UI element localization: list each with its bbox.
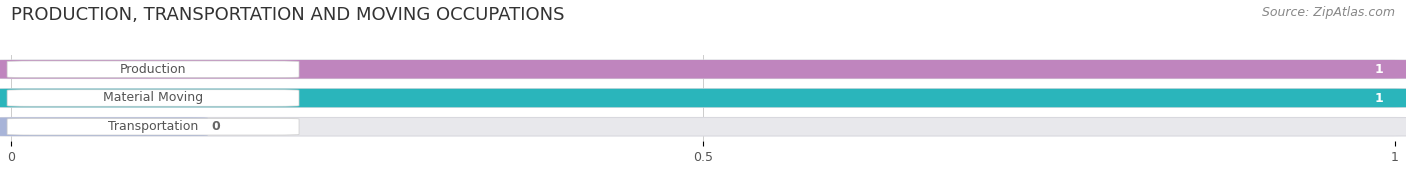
Text: 1: 1 [1375,92,1384,104]
FancyBboxPatch shape [7,61,299,78]
FancyBboxPatch shape [0,60,1406,79]
FancyBboxPatch shape [0,117,208,136]
FancyBboxPatch shape [0,89,1406,107]
FancyBboxPatch shape [0,117,1406,136]
Text: PRODUCTION, TRANSPORTATION AND MOVING OCCUPATIONS: PRODUCTION, TRANSPORTATION AND MOVING OC… [11,6,565,24]
FancyBboxPatch shape [7,90,299,106]
Text: Material Moving: Material Moving [103,92,202,104]
Text: Source: ZipAtlas.com: Source: ZipAtlas.com [1261,6,1395,19]
Text: Transportation: Transportation [108,120,198,133]
Text: Production: Production [120,63,187,76]
FancyBboxPatch shape [7,118,299,135]
Text: 0: 0 [212,120,221,133]
FancyBboxPatch shape [0,60,1406,79]
FancyBboxPatch shape [0,89,1406,107]
Text: 1: 1 [1375,63,1384,76]
